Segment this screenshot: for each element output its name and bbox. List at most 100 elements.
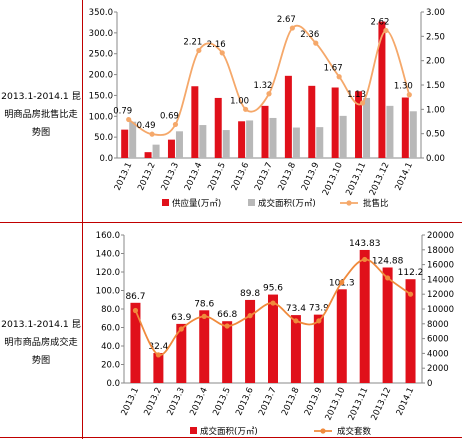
right-tick-label: 10000 [427, 305, 454, 315]
x-tick-label: 2013.4 [183, 161, 205, 192]
line-point [219, 50, 225, 56]
bar [339, 115, 347, 158]
x-tick-label: 2013.3 [160, 161, 182, 192]
legend-supply-swatch [162, 199, 169, 206]
bar [401, 97, 409, 158]
legend-area-swatch [190, 427, 197, 434]
left-tick-label: 50.0 [94, 133, 113, 143]
panel2-side-label: 2013.1-2014.1 昆明市商品房成交走势图 [1, 319, 81, 366]
legend-units-label: 成交套数 [337, 426, 372, 437]
bar [405, 279, 416, 383]
line-point [336, 74, 342, 80]
line-point [149, 131, 155, 137]
bar-data-label: 73.9 [309, 304, 329, 314]
bar [222, 130, 230, 158]
bar [378, 21, 386, 159]
x-tick-label: 2013.5 [211, 386, 233, 417]
legend-ratio-label: 批售比 [363, 198, 389, 209]
bar [268, 294, 278, 383]
line-data-label: 1.30 [394, 82, 413, 92]
legend-units-swatch-dot [320, 428, 326, 434]
right-tick-label: 0.50 [426, 130, 445, 140]
legend-deal-swatch [248, 199, 255, 206]
bar [175, 131, 183, 158]
x-tick-label: 2013.2 [136, 161, 158, 192]
x-tick-label: 2013.4 [188, 386, 210, 417]
line-data-label: 2.36 [300, 30, 319, 40]
left-tick-label: 120.0 [96, 268, 120, 278]
bar-data-label: 143.83 [349, 239, 381, 249]
bar [214, 97, 222, 158]
left-tick-label: 200.0 [89, 71, 113, 81]
x-tick-label: 2013.10 [324, 386, 348, 422]
line-point [172, 121, 179, 128]
bar-data-label: 124.88 [372, 256, 404, 266]
right-tick-label: 1.00 [426, 105, 445, 115]
bar-data-label: 89.8 [240, 289, 260, 299]
x-tick-label: 2013.12 [369, 386, 393, 422]
bar [336, 289, 347, 383]
bar [246, 120, 254, 158]
line-point [126, 116, 132, 123]
left-tick-label: 0.0 [99, 154, 113, 164]
line-data-label: 2.21 [183, 37, 202, 47]
bar [153, 353, 164, 383]
x-tick-label: 2013.8 [280, 386, 302, 417]
left-tick-label: 100.0 [96, 287, 120, 297]
left-tick-label: 350.0 [89, 8, 113, 18]
x-tick-label: 2013.7 [257, 386, 279, 417]
x-tick-label: 2013.9 [300, 161, 322, 192]
line-point [316, 318, 322, 324]
line-point [289, 25, 295, 31]
line-point [385, 275, 391, 281]
right-tick-label: 12000 [427, 290, 454, 300]
bar-data-label: 32.4 [148, 342, 168, 352]
bar [331, 87, 339, 158]
line-point [224, 323, 230, 329]
line-data-label: 1.00 [230, 96, 249, 106]
x-tick-label: 2014.1 [395, 386, 417, 417]
bar [386, 105, 394, 158]
line-point [201, 313, 207, 319]
line-data-label: 2.62 [370, 17, 389, 27]
line-point [155, 352, 161, 358]
line-point [293, 318, 299, 324]
bar [316, 127, 324, 158]
transaction-chart: 0.0 20.0 40.0 60.0 80.0 100.0 120.0 140.0 160.0 0… [96, 231, 454, 437]
line-data-label: 2.16 [207, 40, 226, 50]
bar-data-label: 73.4 [286, 304, 306, 314]
right-tick-label: 14000 [427, 275, 454, 285]
line-data-label: 0.69 [160, 111, 179, 121]
bar [152, 144, 160, 158]
bar-data-label: 95.6 [263, 284, 283, 294]
right-tick-label: 2000 [427, 364, 449, 374]
left-tick-label: 60.0 [101, 324, 120, 334]
left-tick-label: 40.0 [101, 342, 120, 352]
legend-area-label: 成交面积(万㎡) [200, 426, 258, 437]
x-tick-label: 2013.11 [346, 386, 370, 422]
right-tick-label: 0.00 [426, 154, 445, 164]
line-point [407, 291, 414, 297]
bar [382, 267, 393, 383]
line-data-label: 0.49 [137, 121, 156, 131]
bar [191, 86, 199, 158]
bar [199, 125, 207, 158]
line-point [243, 106, 249, 112]
bar [313, 314, 324, 383]
bar [355, 91, 363, 158]
line-point [247, 313, 253, 319]
bar [284, 75, 292, 158]
line-data-label: 1.13 [347, 90, 366, 100]
bar [130, 302, 141, 383]
panel1-side-label: 2013.1-2014.1 昆明商品房批售比走势图 [1, 91, 81, 138]
legend-supply-label: 供应量(万㎡) [172, 198, 221, 209]
bar [409, 111, 417, 158]
bar [245, 299, 256, 383]
bar [238, 121, 246, 158]
bar [292, 127, 300, 158]
bar [129, 121, 137, 158]
left-tick-label: 250.0 [89, 50, 113, 60]
bar-data-label: 78.6 [194, 299, 214, 309]
left-tick-label: 0.0 [106, 379, 120, 389]
